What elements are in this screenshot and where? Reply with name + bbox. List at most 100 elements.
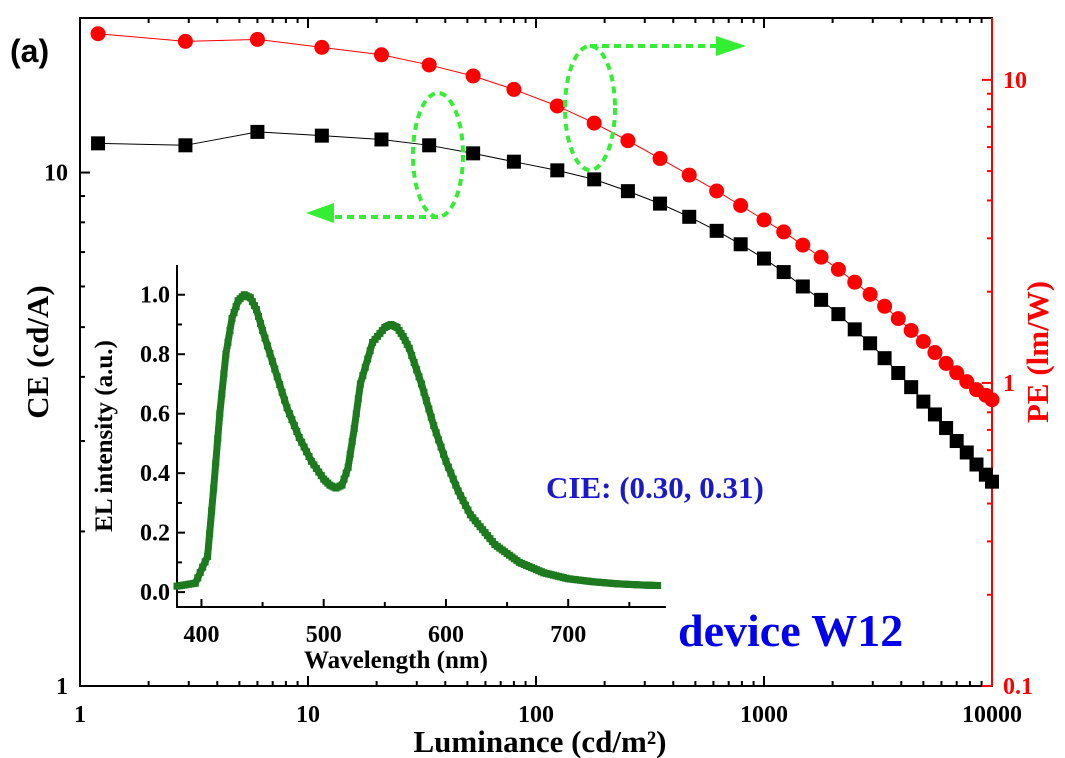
el-data-point [226, 326, 234, 334]
pe-data-point [652, 151, 668, 167]
x-tick-label: 10000 [962, 702, 1022, 728]
ce-data-point [877, 351, 892, 366]
el-data-point [315, 468, 323, 476]
el-data-point [310, 461, 318, 469]
inset-y-tick-label: 0.0 [140, 580, 170, 606]
ce-data-point [916, 394, 931, 409]
el-data-point [422, 397, 430, 405]
el-data-point [206, 530, 214, 538]
el-data-point [442, 457, 450, 465]
el-data-point [222, 350, 230, 358]
el-data-point [204, 552, 212, 560]
el-data-point [399, 332, 407, 340]
el-data-point [230, 309, 238, 317]
el-data-point [246, 294, 254, 302]
pe-data-point [756, 212, 772, 228]
el-data-point [317, 472, 325, 480]
el-data-point [199, 563, 207, 571]
el-data-point [196, 569, 204, 577]
y-right-tick-labels: 0.1 1 10 [1003, 68, 1033, 700]
ce-data-point [466, 146, 481, 161]
ce-data-point [587, 172, 602, 187]
el-data-point [201, 558, 209, 566]
pe-data-point [847, 274, 863, 290]
panel-label: (a) [10, 33, 49, 69]
inset-background [177, 265, 666, 607]
el-data-point [435, 436, 443, 444]
ce-data-point [757, 251, 771, 266]
pe-data-point [620, 133, 636, 149]
main-axis-ticks [79, 17, 992, 687]
ce-series [91, 124, 999, 489]
ce-data-point [904, 380, 919, 395]
el-data-point [191, 579, 199, 587]
arrow-right-icon [716, 36, 746, 56]
el-data-point [290, 422, 298, 430]
el-data-point [252, 306, 260, 314]
inset-x-tick-label: 500 [306, 622, 342, 648]
el-data-point [344, 463, 352, 471]
el-data-point [401, 336, 409, 344]
el-data-point [410, 359, 418, 367]
el-data-point [432, 429, 440, 437]
y-left-tick-label: 10 [44, 161, 68, 187]
inset-y-tick-label: 0.2 [140, 521, 170, 547]
ce-data-point [949, 434, 964, 449]
el-data-point [298, 438, 306, 446]
el-data-point [449, 475, 457, 483]
ce-data-point [91, 136, 106, 151]
inset-y-tick-label: 0.8 [140, 342, 170, 368]
pe-data-point [938, 355, 954, 371]
pe-data-point [862, 286, 878, 302]
el-data-point [437, 443, 445, 451]
x-axis-title: Luminance (cd/m²) [414, 724, 667, 758]
inset-x-tick-label: 400 [183, 622, 219, 648]
pe-data-point [903, 322, 919, 338]
el-data-point [266, 350, 274, 358]
inset-x-tick-labels: 400 500 600 700 [183, 622, 586, 648]
el-data-point [462, 501, 470, 509]
el-data-point [444, 463, 452, 471]
el-data-point [255, 313, 262, 321]
device-label: device W12 [678, 605, 903, 656]
pe-data-point [90, 26, 106, 42]
x-tick-label: 1000 [740, 702, 788, 728]
el-data-point [220, 370, 228, 378]
ce-data-point [847, 322, 862, 337]
el-data-point [354, 395, 362, 403]
el-data-point [307, 457, 315, 465]
ce-data-point [709, 223, 724, 238]
el-data-point [427, 413, 435, 421]
ce-data-point [422, 138, 437, 153]
el-data-point [261, 334, 269, 342]
ce-data-point [314, 128, 329, 143]
ce-data-point [927, 407, 942, 422]
el-data-point [350, 425, 358, 433]
el-data-point [250, 302, 258, 310]
ce-data-point [985, 474, 999, 489]
el-data-point [413, 366, 421, 374]
el-data-point [346, 450, 354, 458]
pe-data-point [927, 345, 943, 361]
el-data-point [293, 428, 301, 436]
ce-data-point [891, 366, 906, 381]
el-data-point [420, 388, 428, 396]
el-data-point [454, 487, 462, 495]
el-data-point [425, 405, 433, 413]
el-data-point [281, 396, 289, 404]
pe-series [90, 26, 1000, 408]
pe-data-point [249, 31, 265, 47]
inset-y-tick-label: 1.0 [140, 283, 170, 309]
y-right-tick-label: 10 [1003, 68, 1027, 94]
el-data-point [403, 340, 411, 348]
el-data-point [273, 373, 281, 381]
el-data-point [208, 507, 216, 515]
el-data-point [278, 388, 286, 396]
cie-annotation: CIE: (0.30, 0.31) [546, 470, 764, 505]
el-data-point [342, 469, 350, 477]
el-data-point [283, 404, 291, 412]
ce-data-point [814, 292, 829, 307]
ce-data-point [620, 184, 635, 199]
el-data-point [263, 342, 271, 350]
